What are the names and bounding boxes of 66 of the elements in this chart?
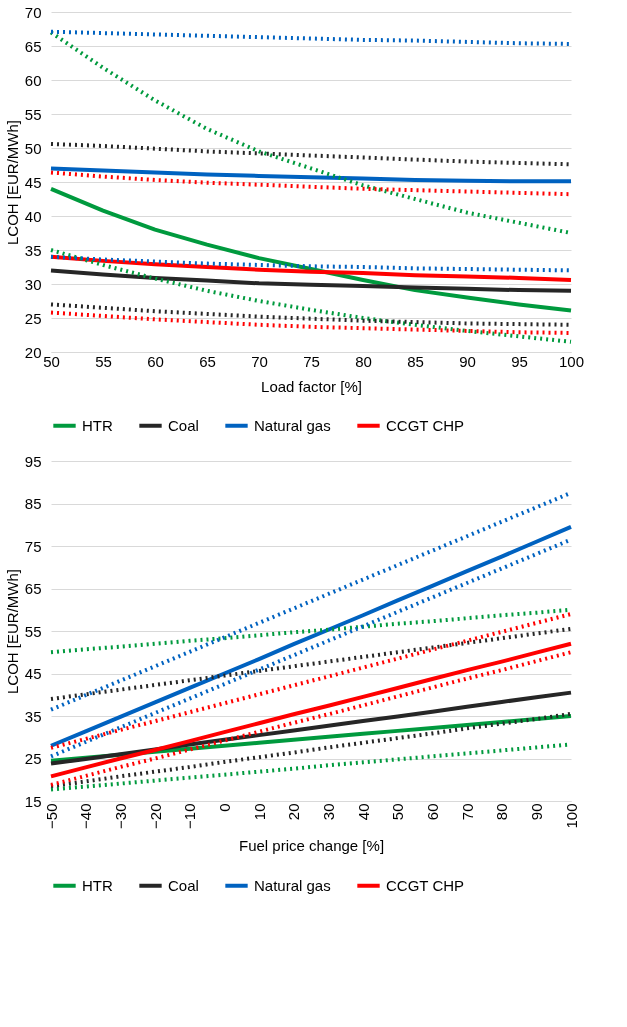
y-tick-label: 40 (24, 207, 42, 225)
x-tick-label: 80 (493, 803, 511, 821)
y-tick-label: 65 (24, 580, 42, 597)
y-tick-label: 25 (24, 750, 42, 767)
x-tick-label: 65 (199, 352, 216, 370)
line-series (49, 166, 573, 184)
y-tick-label: 85 (24, 495, 42, 512)
x-tick-label: 70 (458, 803, 476, 821)
legend-label: Coal (168, 416, 199, 434)
x-tick-label: 60 (423, 803, 441, 821)
x-tick-label: 50 (389, 803, 407, 821)
x-tick-label: 0 (215, 803, 233, 812)
y-tick-label: 55 (24, 622, 42, 640)
line-series (49, 612, 573, 750)
y-tick-label: 50 (24, 139, 42, 157)
y-axis-title: LCOH [EUR/MWh] (3, 119, 21, 246)
x-tick-label: 80 (355, 352, 372, 370)
legend-label: Coal (168, 876, 199, 894)
line-series (49, 268, 573, 293)
line-series (49, 186, 573, 313)
y-tick-label: 65 (24, 37, 42, 55)
legend-label: CCGT CHP (386, 876, 465, 894)
y-tick-label: 70 (24, 3, 42, 21)
x-tick-label: 100 (562, 803, 580, 829)
x-tick-label: 40 (354, 803, 372, 821)
y-tick-label: 35 (24, 707, 42, 725)
x-tick-label: −20 (146, 803, 164, 829)
line-series (49, 711, 573, 789)
x-axis-title: Load factor [%] (261, 377, 362, 395)
x-tick-label: 100 (558, 352, 585, 370)
y-tick-label: 55 (24, 105, 42, 123)
line-series (49, 248, 573, 344)
x-tick-label: 70 (251, 352, 268, 370)
x-tick-label: 30 (319, 803, 337, 821)
legend-label: HTR (82, 876, 113, 894)
y-tick-label: 60 (24, 71, 42, 89)
x-tick-label: 20 (285, 803, 303, 821)
legend-label: HTR (82, 416, 113, 434)
line-series (49, 626, 573, 701)
x-tick-label: 10 (250, 803, 268, 821)
y-tick-label: 35 (24, 241, 42, 259)
x-tick-label: 75 (303, 352, 320, 370)
y-tick-label: 30 (24, 275, 42, 293)
legend-label: Natural gas (254, 416, 331, 434)
legend-label: Natural gas (254, 876, 331, 894)
x-tick-label: −40 (77, 803, 95, 829)
y-tick-label: 25 (24, 309, 42, 327)
x-tick-label: −30 (111, 803, 129, 829)
y-tick-label: 95 (24, 452, 42, 470)
x-axis-title: Fuel price change [%] (238, 836, 385, 854)
x-tick-label: 85 (407, 352, 424, 370)
x-tick-label: −50 (42, 803, 60, 829)
y-tick-label: 75 (24, 537, 42, 555)
y-tick-label: 45 (24, 173, 42, 191)
x-tick-label: 50 (43, 352, 60, 370)
x-tick-label: 90 (459, 352, 476, 370)
x-tick-label: 60 (147, 352, 164, 370)
legend-label: CCGT CHP (386, 416, 465, 434)
y-tick-label: 45 (24, 665, 42, 682)
x-tick-label: 95 (511, 352, 528, 370)
x-tick-label: 55 (95, 352, 112, 370)
line-series (49, 690, 573, 766)
x-tick-label: −10 (181, 803, 199, 829)
y-tick-label: 15 (24, 792, 42, 810)
x-tick-label: 90 (527, 803, 545, 821)
y-axis-title: LCOH [EUR/MWh] (3, 568, 21, 695)
